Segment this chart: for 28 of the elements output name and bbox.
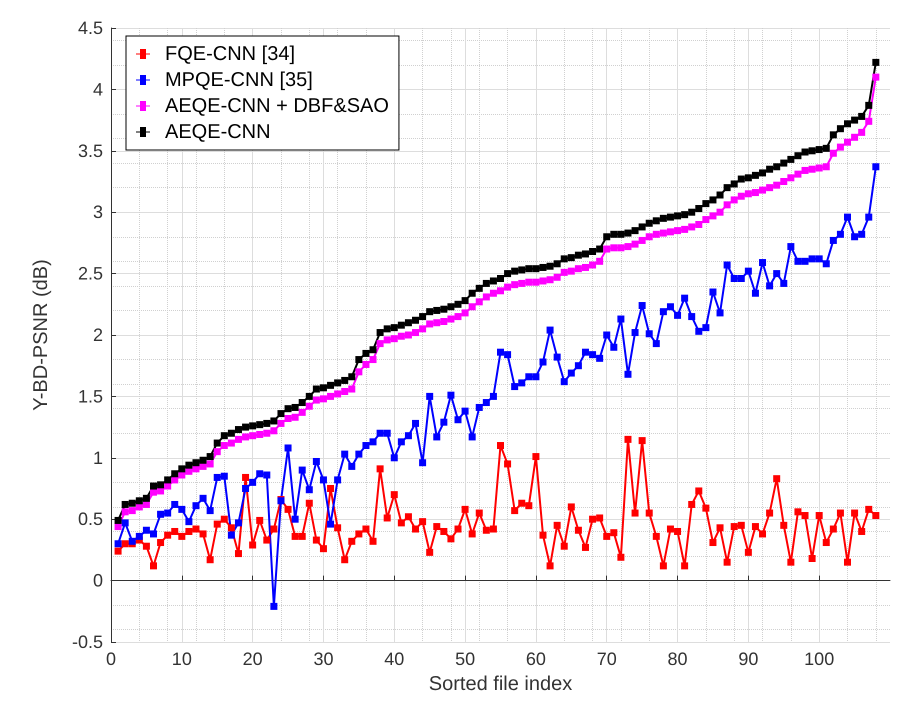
x-tick-label: 40 <box>384 649 404 669</box>
y-tick-label: 3 <box>92 202 103 222</box>
legend-label: AEQE-CNN + DBF&SAO <box>165 95 389 117</box>
y-tick-label: 4.5 <box>78 18 103 38</box>
x-tick-label: 20 <box>242 649 263 669</box>
x-tick-label: 70 <box>596 649 617 669</box>
legend-label: AEQE-CNN <box>165 121 271 143</box>
y-tick-label: 0 <box>92 570 103 591</box>
x-tick-label: 90 <box>738 649 758 669</box>
x-tick-label: 60 <box>526 649 546 669</box>
legend-label: FQE-CNN [34] <box>165 43 296 65</box>
legend-label: MPQE-CNN [35] <box>165 69 313 91</box>
x-axis-title: Sorted file index <box>428 673 572 695</box>
x-tick-label: 50 <box>455 649 476 669</box>
y-axis-title: Y-BD-PSNR (dB) <box>30 259 52 411</box>
y-tick-label: 0.5 <box>78 509 103 530</box>
x-tick-label: 100 <box>804 649 834 669</box>
y-tick-label: 1.5 <box>78 386 103 406</box>
y-tick-label: 1 <box>92 448 103 468</box>
y-tick-label: 4 <box>92 79 103 100</box>
x-tick-label: 0 <box>106 649 116 669</box>
x-tick-label: 30 <box>313 649 334 669</box>
y-tick-label: -0.5 <box>72 632 103 652</box>
y-tick-label: 2 <box>92 325 103 345</box>
y-tick-label: 2.5 <box>78 264 103 284</box>
x-tick-label: 80 <box>668 649 688 669</box>
y-tick-label: 3.5 <box>78 140 103 161</box>
x-tick-label: 10 <box>172 649 192 669</box>
